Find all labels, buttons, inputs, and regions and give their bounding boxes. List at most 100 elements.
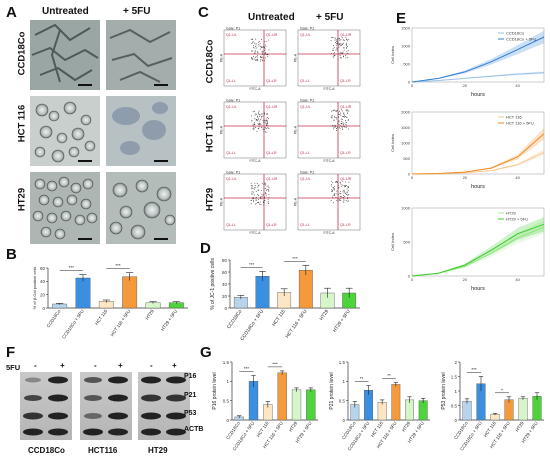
flow-event [341, 120, 343, 122]
flow-event [260, 46, 262, 48]
flow-frame [297, 29, 361, 87]
micrograph-ccd18co-untreated [30, 20, 100, 90]
flow-event [334, 189, 336, 191]
flow-event [337, 58, 339, 60]
flow-event [266, 186, 268, 188]
flow-event [335, 126, 337, 128]
flow-event [255, 203, 256, 205]
flow-event [251, 193, 253, 195]
flow-event [258, 127, 260, 129]
western-blot-image [20, 372, 190, 440]
flow-event [345, 38, 347, 40]
flow-event [332, 125, 334, 127]
flow-event [260, 189, 262, 191]
chart-b: 0 20 40 60% of β-Gal positive cells CCD18Co C… [32, 263, 188, 340]
flow-event [334, 42, 336, 44]
y-tick-label: 0.5 [339, 398, 346, 403]
y-tick-label: 20 [40, 292, 46, 297]
flow-event [252, 188, 254, 190]
flow-event [337, 198, 339, 200]
micrograph-ht29-untreated [30, 172, 100, 244]
flow-event [256, 59, 258, 61]
flow-event [333, 37, 335, 39]
flow-event [337, 42, 339, 44]
flow-event [263, 53, 265, 55]
flow-event [339, 195, 341, 197]
flow-event [343, 56, 344, 58]
flow-event [255, 38, 257, 40]
flow-frame [297, 101, 361, 159]
quadrant-label: Q1-LL [300, 223, 310, 227]
flow-event [268, 193, 270, 195]
y-tick-label: 0 [342, 418, 345, 423]
flow-x-axis-label: FITC-A [250, 87, 262, 91]
flow-event [338, 53, 340, 55]
flow-event [338, 46, 340, 48]
flow-gate-label: Gate: P1 [226, 27, 240, 31]
flow-event [341, 127, 343, 128]
flow-event [344, 190, 345, 192]
flow-event [348, 119, 349, 121]
y-tick-label: 0 [454, 418, 457, 423]
flow-event [257, 120, 259, 122]
flow-event [332, 182, 334, 184]
flow-event [342, 121, 344, 123]
blot-band-p21: P21 [184, 392, 197, 399]
flow-event [261, 198, 263, 200]
flow-event [252, 58, 254, 60]
flow-event [336, 39, 338, 41]
flow-event [257, 54, 259, 56]
flow-event [339, 57, 341, 58]
flow-event [254, 185, 256, 187]
flow-event [340, 193, 342, 195]
flow-event [339, 199, 341, 201]
flow-event [251, 58, 253, 60]
flow-event [345, 42, 347, 44]
flow-event [261, 51, 263, 53]
flow-event [336, 128, 337, 129]
bar [75, 277, 91, 309]
flow-event [255, 190, 257, 192]
bar [418, 400, 428, 421]
flow-event [255, 43, 257, 45]
flow-event [346, 116, 348, 118]
flow-event [266, 123, 268, 125]
flow-event [341, 128, 343, 130]
flow-event [254, 42, 256, 44]
flow-event [345, 44, 347, 46]
flow-event [256, 130, 258, 132]
flow-event [337, 187, 339, 189]
flow-event [344, 181, 346, 183]
y-tick-label: 0.5 [451, 403, 458, 408]
flow-event [335, 193, 337, 195]
x-tick-label: 40 [515, 83, 520, 88]
quadrant-label: Q1-LR [340, 223, 351, 227]
flow-event [265, 118, 267, 120]
sig-label: * [501, 387, 503, 392]
flow-event [260, 119, 261, 121]
flow-event [339, 125, 341, 127]
flow-event [345, 116, 347, 118]
flow-event [252, 38, 254, 40]
flow-event [347, 200, 349, 202]
flow-event [264, 53, 266, 54]
flow-event [254, 56, 256, 58]
bar [518, 398, 528, 421]
flow-event [251, 50, 253, 52]
flow-event [335, 181, 337, 182]
flow-y-axis-label: PE-A [294, 125, 298, 134]
y-tick-label: 20 [222, 294, 228, 299]
flow-event [266, 117, 268, 119]
flow-event [251, 198, 253, 200]
flow-event [334, 124, 336, 126]
flow-event [265, 120, 267, 122]
flow-event [263, 46, 265, 48]
flow-event [333, 46, 335, 48]
flow-event [260, 203, 262, 205]
quadrant-label: Q1-UL [226, 105, 237, 109]
flow-event [260, 48, 261, 50]
quadrant-label: Q1-LR [340, 151, 351, 155]
flow-event [331, 117, 333, 119]
blot-minus-3: - [150, 361, 153, 370]
